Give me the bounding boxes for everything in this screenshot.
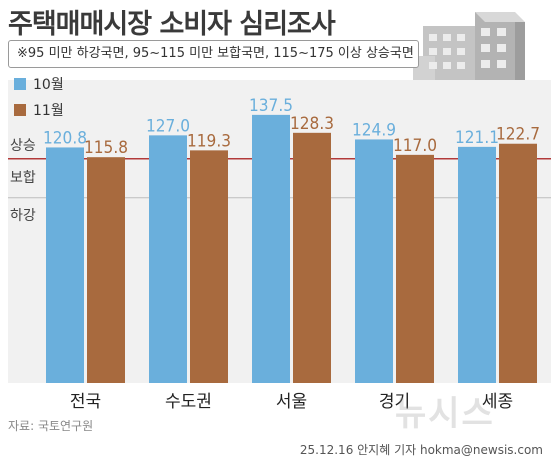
legend-item-series1: 10월: [14, 74, 64, 94]
zone-label: 보합: [10, 170, 36, 186]
category-label: 전국: [70, 392, 101, 412]
legend-label-series2: 11월: [33, 103, 64, 119]
bar: [499, 143, 537, 383]
source-note: 자료: 국토연구원: [8, 419, 94, 433]
bar: [87, 157, 125, 383]
data-label: 124.9: [352, 120, 396, 140]
data-label: 115.8: [84, 138, 128, 158]
data-label: 120.8: [43, 128, 87, 148]
data-label: 119.3: [187, 131, 231, 151]
data-label: 127.0: [146, 116, 190, 136]
data-label: 128.3: [290, 114, 334, 134]
zone-label: 하강: [10, 208, 36, 224]
legend-swatch-series2: [14, 104, 26, 116]
data-label: 121.1: [455, 128, 499, 148]
bar: [396, 154, 434, 383]
watermark-logo: 뉴시스: [395, 394, 495, 434]
zone-note: ※95 미만 하강국면, 95~115 미만 보합국면, 115~175 이상 …: [8, 40, 419, 68]
bar: [355, 139, 393, 383]
legend-item-series2: 11월: [14, 100, 64, 120]
legend-swatch-series1: [14, 78, 26, 90]
bar: [458, 146, 496, 383]
page-title: 주택매매시장 소비자 심리조사: [8, 9, 336, 40]
bar: [293, 132, 331, 383]
category-label: 수도권: [165, 392, 212, 412]
bar: [252, 114, 290, 383]
zone-label: 상승: [10, 138, 36, 154]
data-label: 137.5: [249, 96, 293, 116]
bar: [46, 147, 84, 383]
category-label: 서울: [276, 392, 307, 412]
bar: [149, 135, 187, 383]
byline: 25.12.16 안지혜 기자 hokma@newsis.com: [299, 443, 543, 457]
category-label: 경기: [379, 392, 410, 412]
data-label: 122.7: [496, 125, 540, 145]
data-label: 117.0: [393, 136, 437, 156]
bar: [190, 150, 228, 383]
category-label: 세종: [482, 392, 513, 412]
legend-label-series1: 10월: [33, 77, 64, 93]
